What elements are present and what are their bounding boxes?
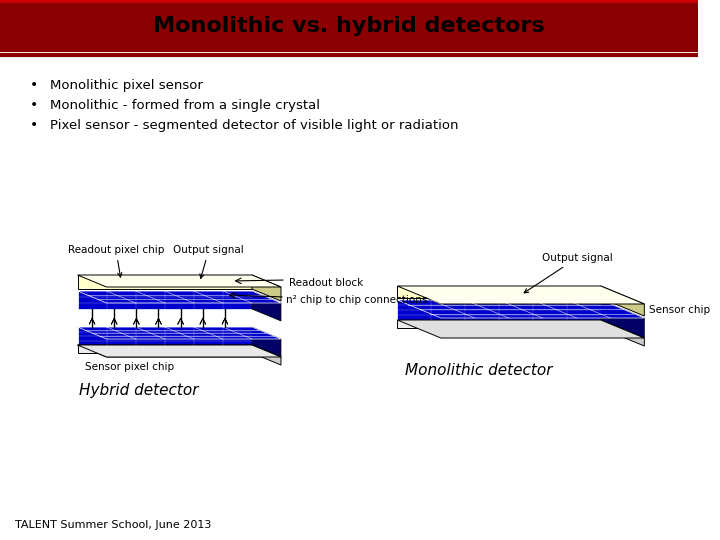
Text: •: • [30,98,38,112]
Text: Monolithic detector: Monolithic detector [405,363,552,378]
Text: Readout pixel chip: Readout pixel chip [68,245,164,277]
Text: •: • [30,118,38,132]
Text: Monolithic vs. hybrid detectors: Monolithic vs. hybrid detectors [153,16,545,36]
Polygon shape [600,320,644,346]
Text: Sensor pixel chip: Sensor pixel chip [85,362,174,372]
Polygon shape [78,345,281,357]
Text: TALENT Summer School, June 2013: TALENT Summer School, June 2013 [14,520,211,530]
Polygon shape [78,345,281,357]
Polygon shape [600,300,644,338]
Polygon shape [252,291,281,321]
Polygon shape [600,286,644,316]
Text: Monolithic pixel sensor: Monolithic pixel sensor [50,78,203,91]
Text: n² chip to chip connections: n² chip to chip connections [286,295,427,305]
Polygon shape [397,300,644,318]
Text: Output signal: Output signal [174,245,244,278]
Text: Monolithic - formed from a single crystal: Monolithic - formed from a single crysta… [50,98,320,111]
Text: Hybrid detector: Hybrid detector [78,383,198,398]
Text: •: • [30,78,38,92]
Polygon shape [78,291,252,309]
Text: Sensor chip: Sensor chip [649,305,711,315]
Polygon shape [252,327,281,357]
Polygon shape [397,286,600,298]
Polygon shape [397,320,644,338]
Text: Output signal: Output signal [524,253,613,293]
Polygon shape [78,345,252,353]
Polygon shape [78,291,281,303]
Polygon shape [252,275,281,301]
FancyBboxPatch shape [0,0,698,52]
Text: Pixel sensor - segmented detector of visible light or radiation: Pixel sensor - segmented detector of vis… [50,118,459,132]
FancyBboxPatch shape [0,0,698,3]
Polygon shape [78,275,252,289]
Polygon shape [397,300,600,320]
Polygon shape [78,275,281,287]
Polygon shape [252,345,281,365]
Polygon shape [78,327,252,345]
Polygon shape [397,286,644,304]
Polygon shape [78,327,281,339]
Text: Readout block: Readout block [289,278,363,288]
Polygon shape [397,320,600,328]
